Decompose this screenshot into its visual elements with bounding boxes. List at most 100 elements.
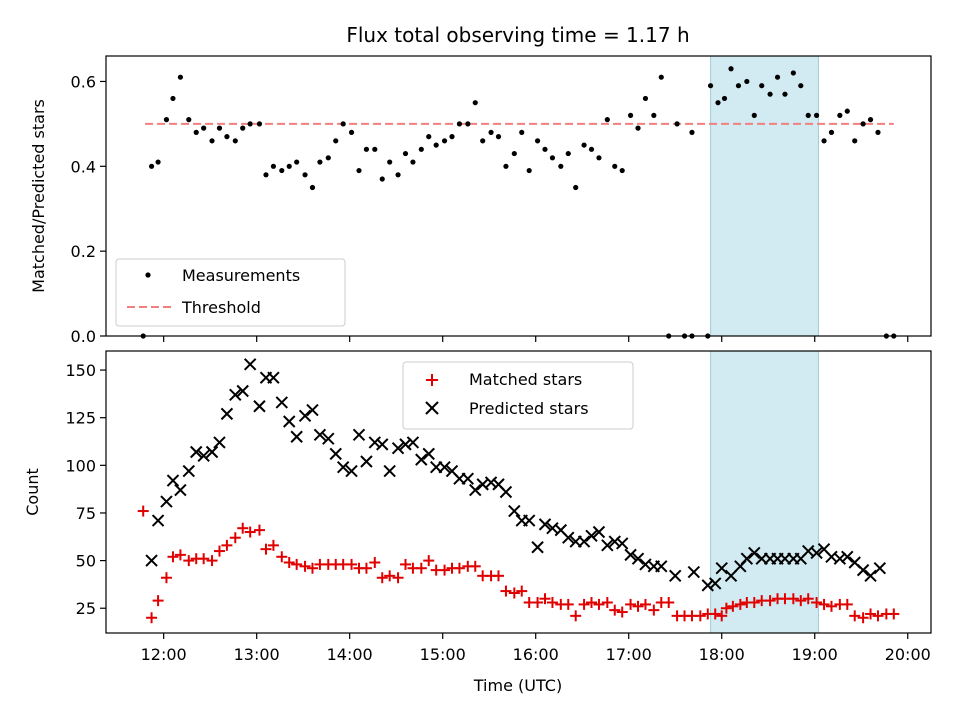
measurement-point	[798, 83, 804, 89]
predicted-star-point	[585, 529, 598, 543]
predicted-star-point	[368, 436, 382, 449]
y-tick-label: 75	[76, 504, 96, 523]
legend-matched-marker	[426, 374, 438, 386]
matched-star-point	[276, 551, 288, 563]
matched-star-point	[306, 562, 318, 574]
measurement-point	[707, 83, 714, 89]
measurement-point	[402, 150, 409, 157]
matched-star-point	[716, 610, 728, 622]
measurement-point	[426, 134, 432, 140]
predicted-star-point	[174, 483, 187, 497]
measurement-point	[333, 138, 339, 144]
predicted-star-point	[151, 514, 165, 527]
predicted-star-point	[236, 384, 249, 398]
measurement-point	[767, 91, 773, 97]
predicted-star-point	[499, 485, 513, 499]
measurement-point	[480, 138, 486, 144]
predicted-star-point	[461, 472, 475, 485]
measurement-point	[387, 159, 393, 165]
x-tick-label: 18:00	[699, 645, 745, 664]
x-axis-label: Time (UTC)	[473, 676, 562, 695]
matched-star-point	[160, 572, 172, 584]
measurement-point	[163, 117, 170, 123]
measurement-point	[340, 121, 346, 127]
predicted-star-point	[275, 396, 288, 409]
measurement-point	[715, 100, 721, 106]
predicted-star-point	[864, 569, 877, 583]
matched-star-point	[399, 558, 411, 570]
measurement-point	[216, 125, 223, 131]
measurement-point	[177, 74, 184, 80]
predicted-star-point	[422, 447, 435, 461]
matched-star-point	[865, 608, 877, 620]
matched-star-point	[493, 570, 505, 582]
predicted-star-point	[205, 445, 219, 459]
measurement-point	[588, 146, 595, 152]
matched-star-point	[198, 553, 210, 565]
predicted-star-point	[399, 438, 412, 451]
matched-star-point	[267, 539, 279, 551]
matched-star-point	[857, 612, 869, 624]
predicted-star-point	[715, 562, 728, 575]
predicted-star-point	[701, 579, 714, 592]
top-y-ticks: 0.0 0.2 0.4 0.6	[71, 72, 106, 346]
predicted-star-point	[360, 455, 373, 468]
predicted-star-point	[624, 548, 637, 562]
bottom-legend: Matched stars Predicted stars	[402, 361, 634, 430]
measurement-point	[372, 146, 378, 152]
measurement-point	[619, 167, 625, 174]
measurement-point	[418, 146, 424, 152]
y-tick-label: 0.6	[71, 72, 96, 91]
measurement-point	[379, 176, 385, 182]
bottom-panel: 25 50 75 100 125 150 12:00 13:00 14:00 15:00 16:0…	[23, 350, 932, 695]
y-tick-label: 0.4	[71, 157, 96, 176]
measurement-point	[689, 129, 695, 135]
matched-star-point	[748, 597, 760, 609]
matched-star-point	[167, 551, 179, 563]
matched-star-point	[152, 595, 164, 607]
matched-star-point	[632, 600, 644, 612]
legend-predicted-marker	[425, 401, 439, 415]
measurement-point	[759, 83, 765, 89]
predicted-star-point	[290, 430, 303, 443]
predicted-star-point	[329, 447, 342, 461]
predicted-star-point	[810, 546, 823, 560]
measurement-point	[410, 159, 416, 165]
predicted-star-point	[160, 495, 173, 508]
predicted-star-point	[306, 403, 319, 417]
matched-star-point	[283, 557, 295, 568]
predicted-star-point	[608, 535, 621, 548]
measurement-point	[604, 117, 610, 123]
predicted-star-point	[322, 432, 335, 445]
matched-star-point	[872, 610, 884, 622]
matched-star-point	[500, 585, 512, 597]
matched-star-point	[213, 545, 225, 557]
measurement-point	[728, 66, 734, 72]
measurement-point	[627, 112, 634, 118]
top-plot-frame	[105, 55, 932, 337]
measurement-point	[395, 172, 401, 178]
predicted-star-point	[213, 436, 226, 449]
measurement-point	[867, 117, 874, 123]
matched-star-point	[694, 610, 706, 622]
x-tick-label: 15:00	[420, 645, 466, 664]
top-shaded-band	[710, 55, 819, 337]
matched-star-point	[616, 606, 628, 618]
measurement-point	[247, 121, 253, 127]
measurement-point	[441, 138, 448, 144]
bottom-plot-frame	[105, 350, 932, 634]
y-tick-label: 0.0	[71, 327, 96, 346]
measurement-point	[821, 138, 827, 144]
matched-star-point	[291, 558, 303, 570]
y-tick-label: 0.2	[71, 242, 96, 261]
bottom-y-ticks: 25 50 75 100 125 150	[65, 361, 106, 618]
matched-star-point	[562, 598, 574, 610]
legend-threshold-label: Threshold	[181, 298, 261, 317]
measurement-point	[721, 95, 728, 102]
matched-star-point	[648, 604, 660, 616]
matched-star-point	[237, 522, 249, 534]
top-panel: 0.0 0.2 0.4 0.6 Matched/Predicted stars Mea…	[29, 55, 932, 346]
measurement-point	[170, 95, 176, 102]
measurement-point	[286, 163, 292, 169]
